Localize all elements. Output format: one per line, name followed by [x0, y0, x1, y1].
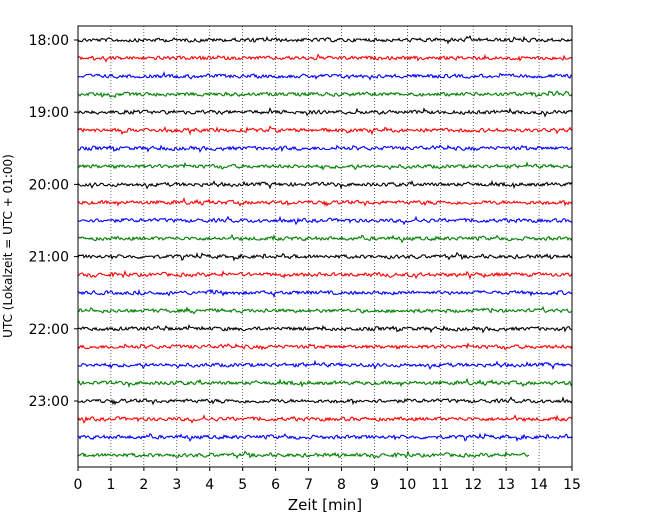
x-tick-label: 0 — [74, 477, 83, 493]
y-tick-label: 21:00 — [29, 250, 69, 266]
trace-row-2330 — [77, 432, 573, 443]
x-tick-label: 14 — [530, 477, 548, 493]
x-tick-label: 9 — [370, 477, 379, 493]
y-tick-label: 18:00 — [29, 33, 69, 49]
trace-row-1830 — [77, 70, 573, 81]
x-tick-label: 2 — [139, 477, 148, 493]
x-tick-label: 3 — [172, 477, 181, 493]
y-tick-label: 20:00 — [29, 177, 69, 193]
x-tick-label: 5 — [238, 477, 247, 493]
x-tick-label: 4 — [205, 477, 214, 493]
trace-row-2200 — [77, 324, 573, 334]
trace-row-2245 — [77, 377, 573, 389]
x-tick-label: 8 — [337, 477, 346, 493]
trace-row-2000 — [77, 179, 573, 190]
trace-row-2315 — [77, 414, 573, 424]
seismic-traces — [77, 34, 573, 460]
x-axis-label: Zeit [min] — [288, 496, 362, 514]
trace-row-2015 — [77, 197, 573, 207]
y-tick-label: 19:00 — [29, 105, 69, 121]
y-tick-label: 22:00 — [29, 322, 69, 338]
trace-row-2300 — [77, 396, 573, 406]
x-tick-label: 15 — [563, 477, 581, 493]
trace-row-2100 — [77, 251, 573, 262]
trace-row-2230 — [77, 359, 573, 371]
trace-row-1900 — [77, 107, 573, 118]
trace-row-2045 — [77, 233, 573, 244]
x-tick-label: 11 — [431, 477, 449, 493]
trace-row-2145 — [77, 305, 573, 315]
trace-row-2130 — [77, 288, 573, 299]
trace-row-1815 — [77, 53, 573, 63]
plot-area — [78, 26, 572, 467]
y-axis-label: UTC (Lokalzeit = UTC + 01:00) — [1, 154, 15, 338]
x-tick-label: 7 — [304, 477, 313, 493]
x-axis-ticks: 0 1 2 3 4 5 6 7 8 9 10 11 12 13 14 15 — [74, 467, 581, 493]
y-axis-ticks: 18:00 19:00 20:00 21:00 22:00 23:00 — [29, 33, 78, 410]
trace-row-1930 — [77, 144, 573, 153]
x-tick-label: 6 — [271, 477, 280, 493]
x-tick-label: 12 — [464, 477, 482, 493]
plot-frame — [77, 25, 573, 468]
x-tick-label: 13 — [497, 477, 515, 493]
trace-row-2215 — [77, 342, 573, 351]
y-tick-label: 23:00 — [29, 394, 69, 410]
trace-row-1800 — [77, 34, 573, 45]
trace-row-2345 — [77, 450, 530, 460]
trace-row-2030 — [77, 215, 573, 226]
trace-row-2115 — [77, 269, 573, 280]
x-tick-label: 10 — [398, 477, 416, 493]
x-tick-label: 1 — [106, 477, 115, 493]
trace-row-1915 — [77, 125, 573, 136]
trace-row-1845 — [77, 90, 573, 99]
trace-row-1945 — [77, 161, 573, 171]
